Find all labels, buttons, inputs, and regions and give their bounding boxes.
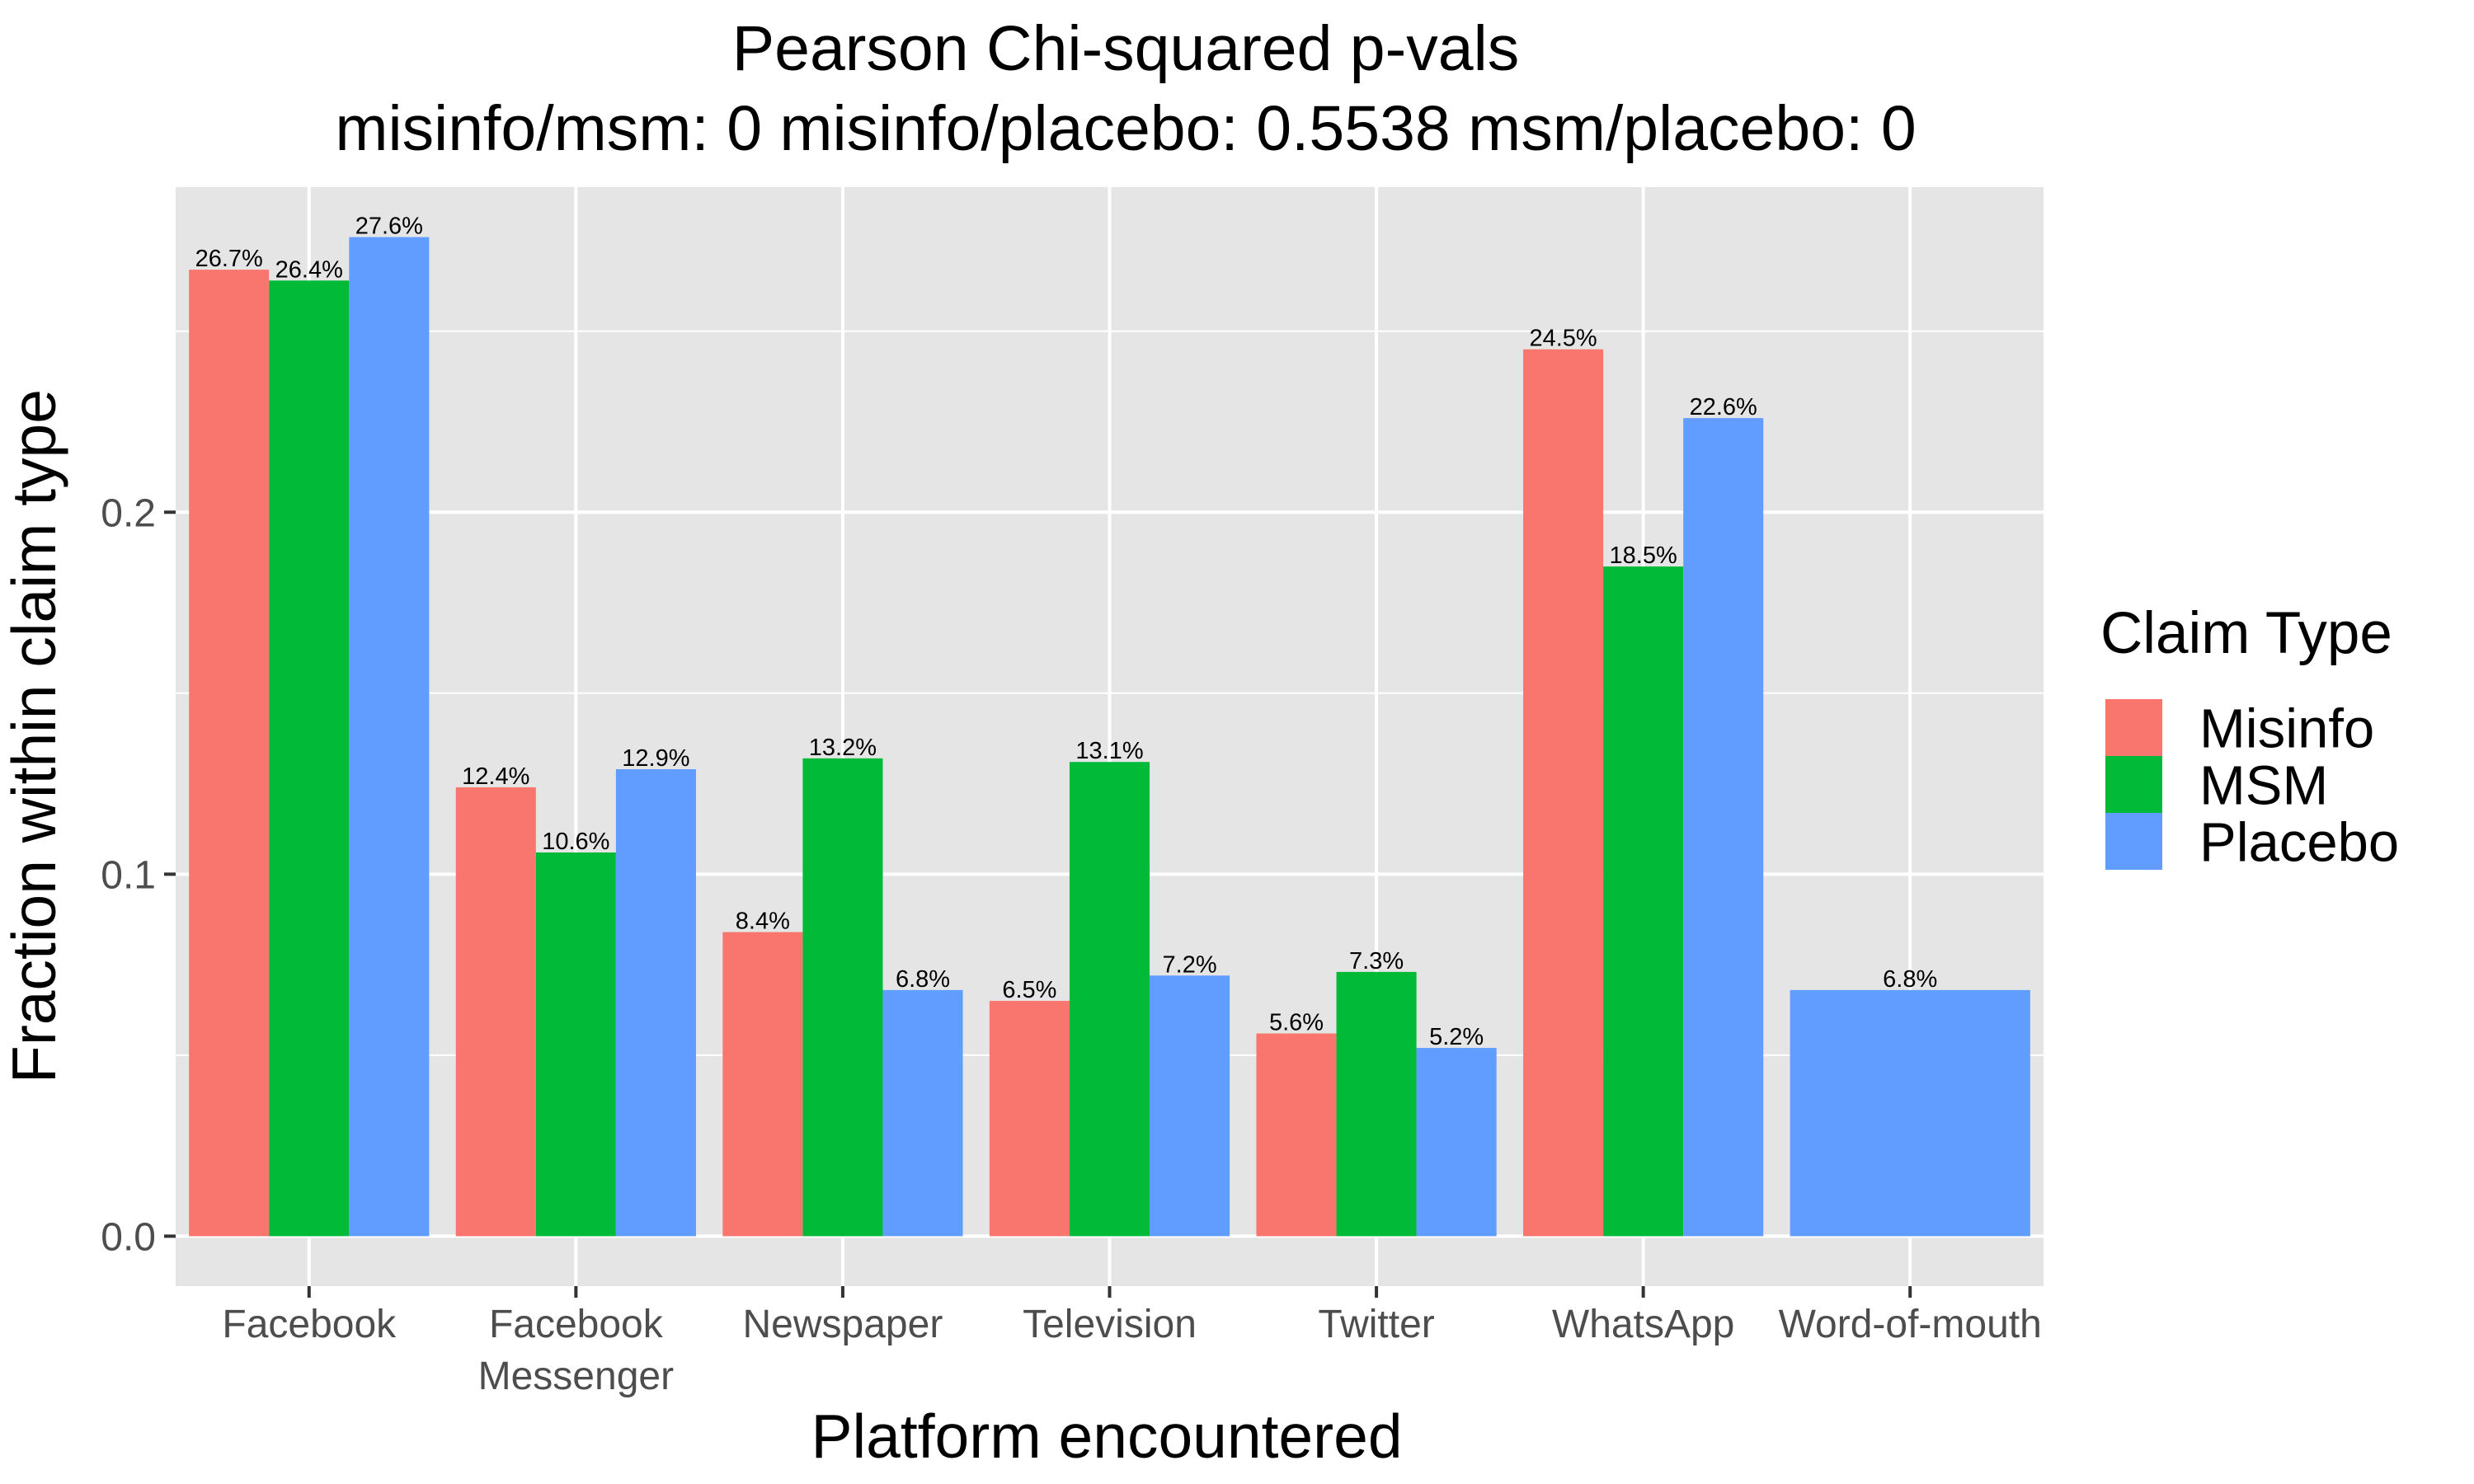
x-tick-label: Facebook — [222, 1303, 397, 1346]
bar-msm — [1336, 971, 1417, 1237]
x-tick-label: Messenger — [478, 1355, 674, 1398]
data-label: 13.1% — [1075, 738, 1143, 764]
data-label: 8.4% — [736, 909, 790, 935]
y-axis-title: Fraction within claim type — [0, 389, 68, 1083]
data-label: 7.2% — [1163, 951, 1217, 978]
x-tick-label: Newspaper — [743, 1303, 943, 1346]
bar-placebo — [882, 989, 963, 1237]
y-tick-label: 0.1 — [101, 853, 156, 897]
bar-placebo — [615, 769, 696, 1237]
bar-misinfo — [722, 932, 803, 1237]
bars-layer — [189, 237, 2030, 1237]
legend-key-msm — [2105, 756, 2162, 813]
legend-key-misinfo — [2105, 699, 2162, 756]
bar-msm — [269, 280, 350, 1237]
bar-misinfo — [1256, 1033, 1337, 1237]
x-tick-label: WhatsApp — [1552, 1303, 1734, 1346]
bar-placebo — [1416, 1048, 1497, 1237]
y-tick-label: 0.0 — [101, 1215, 156, 1259]
data-labels-layer: 26.7% 26.4% 27.6% 12.4% 10.6% 12.9% 8.4% 13.2% 6… — [195, 214, 1938, 1051]
bar-misinfo — [1523, 349, 1604, 1237]
data-label: 5.6% — [1269, 1010, 1324, 1036]
chart-subtitle: misinfo/msm: 0 misinfo/placebo: 0.5538 m… — [335, 93, 1916, 164]
data-label: 5.2% — [1429, 1024, 1484, 1050]
data-label: 6.8% — [896, 966, 950, 993]
data-label: 12.9% — [622, 745, 689, 772]
x-tick-label: Word-of-mouth — [1779, 1303, 2042, 1346]
x-tick-label: Television — [1023, 1303, 1197, 1346]
y-tick-label: 0.2 — [101, 491, 156, 535]
bar-msm — [535, 852, 616, 1237]
data-label: 6.8% — [1883, 966, 1937, 993]
data-label: 18.5% — [1610, 542, 1677, 569]
data-label: 22.6% — [1690, 394, 1757, 420]
legend-label: Placebo — [2199, 812, 2399, 874]
bar-msm — [802, 758, 883, 1237]
bar-placebo — [1150, 975, 1230, 1237]
data-label: 10.6% — [542, 829, 609, 855]
data-label: 7.3% — [1349, 948, 1404, 974]
data-label: 26.4% — [275, 256, 343, 283]
bar-placebo — [1790, 989, 2030, 1237]
data-label: 27.6% — [355, 214, 423, 240]
x-axis-title: Platform encountered — [811, 1402, 1402, 1471]
bar-misinfo — [989, 1001, 1070, 1237]
bar-msm — [1069, 762, 1150, 1237]
data-label: 13.2% — [809, 735, 877, 761]
bar-placebo — [1683, 418, 1764, 1237]
bar-misinfo — [189, 270, 270, 1237]
legend-key-placebo — [2105, 813, 2162, 870]
bar-misinfo — [455, 787, 536, 1237]
data-label: 6.5% — [1002, 977, 1056, 1003]
bar-placebo — [349, 237, 430, 1237]
legend-label: Misinfo — [2199, 698, 2374, 760]
data-label: 12.4% — [462, 763, 529, 790]
data-label: 26.7% — [195, 246, 263, 272]
x-tick-label: Twitter — [1318, 1303, 1434, 1346]
legend-label: MSM — [2199, 755, 2328, 817]
data-label: 24.5% — [1529, 326, 1597, 352]
bar-msm — [1603, 566, 1684, 1237]
x-tick-label: Facebook — [489, 1303, 664, 1346]
axes-layer: 0.0 0.1 0.2 Facebook Facebook Messenger Newspa… — [101, 491, 2042, 1398]
chart-title: Pearson Chi-squared p-vals — [732, 13, 1519, 84]
legend-title: Claim Type — [2100, 601, 2392, 666]
